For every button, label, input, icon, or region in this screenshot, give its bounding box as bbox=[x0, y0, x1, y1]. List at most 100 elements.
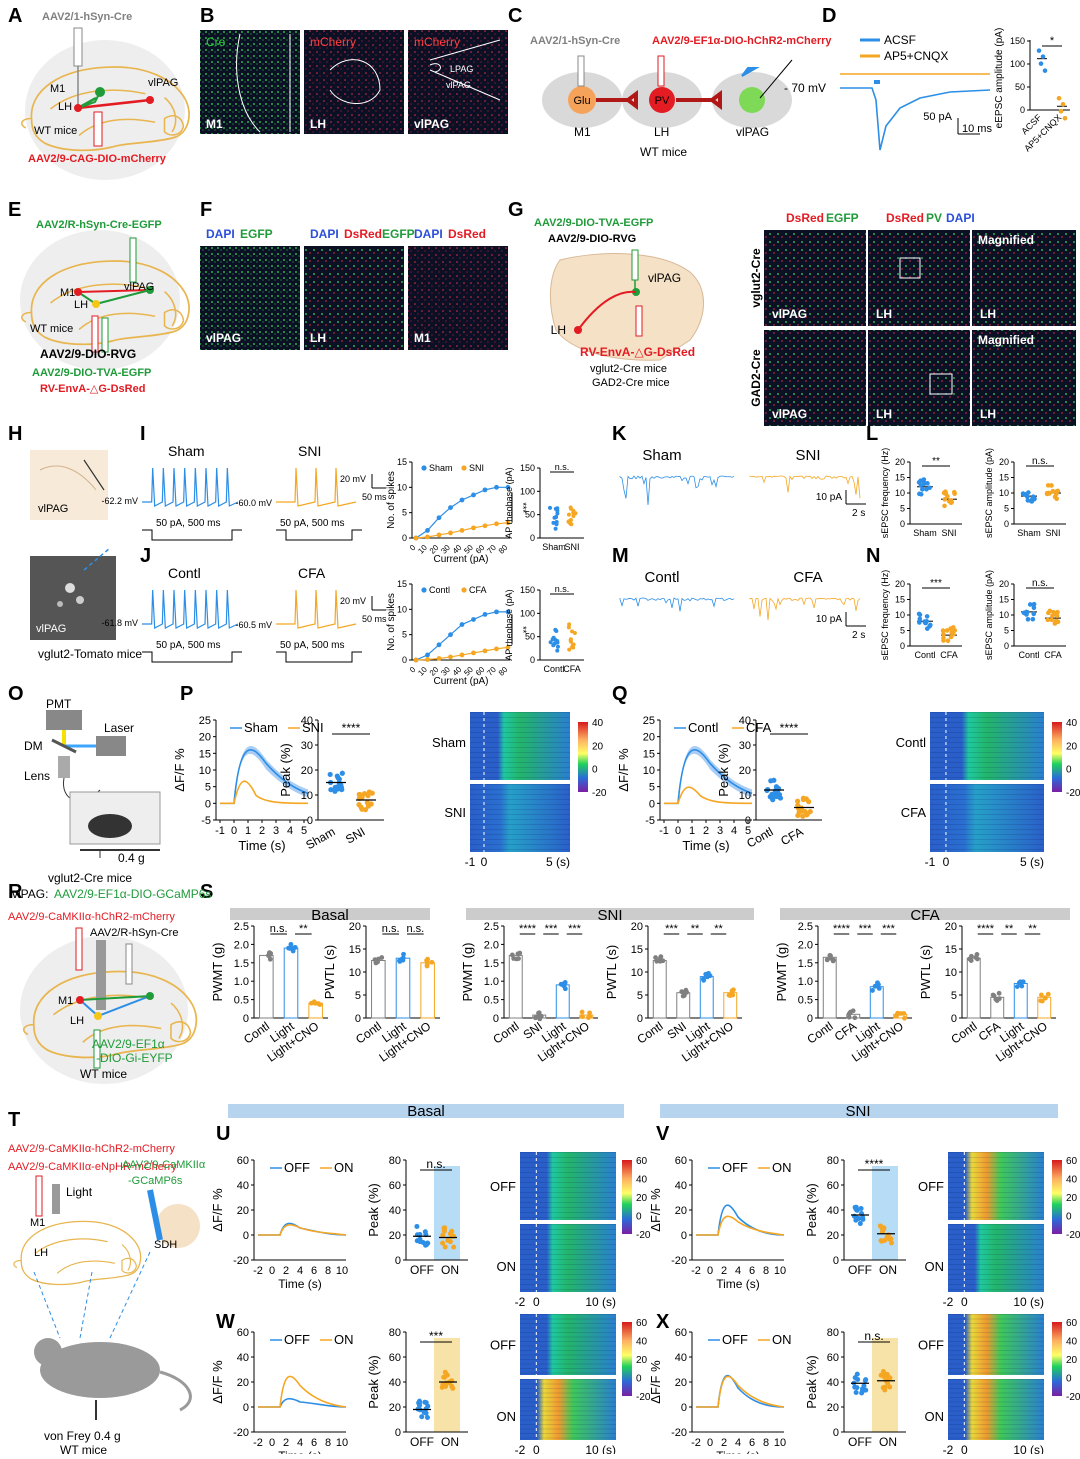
e-lh: LH bbox=[74, 299, 88, 311]
P-peak-cat: Sham bbox=[303, 824, 337, 852]
u-peak-cat-on: ON bbox=[441, 1263, 459, 1277]
d-tick-label: 100 bbox=[1010, 59, 1025, 69]
e-mice: WT mice bbox=[30, 323, 73, 335]
r-virus1: AAV2/9-CaMKIIα-hChR2-mCherry bbox=[8, 911, 175, 923]
J-trace2 bbox=[276, 589, 357, 629]
s-basal-pwmt-tick-label: 0.5 bbox=[234, 995, 249, 1007]
J-trace1 bbox=[142, 589, 239, 629]
heatmap-row-line bbox=[948, 1424, 1044, 1425]
I-g1: Sham bbox=[168, 443, 205, 459]
s-sni-band bbox=[466, 908, 754, 920]
a-mice: WT mice bbox=[34, 125, 77, 137]
heatmap-row-line bbox=[520, 1392, 616, 1394]
J-point bbox=[471, 617, 476, 622]
g-roi1 bbox=[899, 257, 921, 279]
Q-peak-point bbox=[800, 796, 807, 803]
u-heatmap-x3: 10 (s) bbox=[585, 1295, 616, 1309]
s-sni-pwtl-bar-point bbox=[707, 973, 713, 979]
heatmap-row-line bbox=[520, 1157, 616, 1158]
u-heatmap-cb-tick: -20 bbox=[636, 1230, 651, 1241]
I-point bbox=[505, 520, 511, 526]
Q-peak-point bbox=[772, 788, 778, 794]
n-chart2-point bbox=[1025, 617, 1031, 622]
e-node-lh bbox=[92, 300, 100, 308]
Q-legend2: CFA bbox=[746, 720, 772, 735]
f-region3: M1 bbox=[414, 331, 431, 345]
heatmap-row-line bbox=[520, 1327, 616, 1329]
f-label3b: DsRed bbox=[448, 227, 486, 241]
panel-letter-C: C bbox=[508, 5, 522, 27]
w-peak-point bbox=[416, 1400, 422, 1406]
J-legend-dot bbox=[421, 587, 427, 593]
u-peak-point bbox=[417, 1236, 423, 1242]
heatmap-row-line bbox=[470, 789, 570, 790]
l-chart1-tick-label: 15 bbox=[895, 473, 905, 483]
heatmap-row-line bbox=[520, 1332, 616, 1333]
P-peak-point bbox=[359, 806, 365, 812]
f-label1b: EGFP bbox=[240, 227, 273, 241]
P-peak-tick-label: 0 bbox=[307, 815, 313, 827]
heatmap-row-line bbox=[948, 1217, 1044, 1218]
b-region2: LH bbox=[310, 117, 326, 131]
P-peak-point bbox=[328, 787, 334, 793]
heatmap-row-line bbox=[520, 1289, 616, 1290]
v-peak-point bbox=[858, 1206, 864, 1212]
l-chart1-point bbox=[943, 489, 948, 495]
heatmap-row-line bbox=[948, 1388, 1044, 1389]
l-chart1-tick-label: 0 bbox=[900, 519, 905, 529]
n-chart1-tick-label: 0 bbox=[900, 641, 905, 651]
u-peak-point bbox=[440, 1232, 446, 1238]
g-virus2: AAV2/9-DIO-RVG bbox=[548, 233, 636, 245]
e-virus3: AAV2/9-DIO-TVA-EGFP bbox=[32, 367, 151, 379]
J-rh-point bbox=[555, 644, 560, 649]
J-legend-label: Contl bbox=[429, 585, 450, 595]
panel-letter-P: P bbox=[180, 683, 193, 705]
heatmap-row-line bbox=[948, 1289, 1044, 1290]
Q-dff-xtick-label: 2 bbox=[703, 825, 709, 837]
l-chart2-point bbox=[1025, 498, 1031, 503]
t-syringe bbox=[35, 1175, 43, 1217]
J-rh-point bbox=[567, 647, 572, 652]
n-chart1-point bbox=[952, 628, 958, 633]
heatmap-row-line bbox=[520, 1419, 616, 1421]
v-peak-tick-label: 40 bbox=[827, 1205, 839, 1217]
M-trace2 bbox=[749, 597, 861, 621]
v-peak-ylabel: Peak (%) bbox=[804, 1183, 819, 1236]
heatmap-row-line bbox=[520, 1229, 616, 1230]
l-chart1-point bbox=[921, 479, 926, 485]
heatmap-row-line bbox=[948, 1354, 1044, 1356]
v-dff-legend-on: ON bbox=[772, 1160, 792, 1175]
e-syringe1 bbox=[129, 237, 137, 283]
heatmap-row-line bbox=[948, 1406, 1044, 1407]
J-xlabel: Current (pA) bbox=[433, 676, 488, 687]
s-cfa-pwmt-bar-point bbox=[846, 1014, 852, 1020]
b-label2: mCherry bbox=[310, 35, 356, 49]
heatmap-row-line bbox=[948, 1254, 1044, 1255]
P-peak-tick-label: 10 bbox=[301, 790, 313, 802]
heatmap-row-line bbox=[470, 819, 570, 820]
s-sni-pwmt-tick-label: 2.0 bbox=[484, 939, 499, 951]
l-chart1-point bbox=[952, 491, 957, 496]
n-chart1-point bbox=[917, 620, 922, 625]
panel-letter-G: G bbox=[508, 199, 524, 221]
l-chart2-sig: n.s. bbox=[1032, 456, 1048, 467]
b-img2-texture bbox=[304, 30, 404, 134]
n-chart2-tick-label: 20 bbox=[999, 579, 1009, 589]
J-xtick-label: 0 bbox=[408, 665, 418, 675]
n-chart2-point bbox=[1053, 618, 1059, 623]
Q-peak-point bbox=[795, 812, 801, 819]
P-colorbar bbox=[578, 722, 588, 792]
brain-outline bbox=[20, 1220, 142, 1286]
panel-letter-W: W bbox=[216, 1311, 235, 1333]
v-peak-cat-on: ON bbox=[879, 1263, 897, 1277]
brain-outline bbox=[50, 89, 146, 110]
w-dff-ylabel: ΔF/F % bbox=[210, 1360, 225, 1404]
I-step2: 50 pA, 500 ms bbox=[280, 518, 344, 529]
l-chart1-tick-label: 5 bbox=[900, 504, 905, 514]
n-chart1-point bbox=[948, 626, 953, 631]
w-peak-tick-label: 80 bbox=[389, 1327, 401, 1339]
heatmap-row-line bbox=[520, 1424, 616, 1425]
heatmap-row-line bbox=[948, 1202, 1044, 1203]
I-rh-point bbox=[553, 526, 558, 531]
heatmap-row-line bbox=[470, 737, 570, 738]
